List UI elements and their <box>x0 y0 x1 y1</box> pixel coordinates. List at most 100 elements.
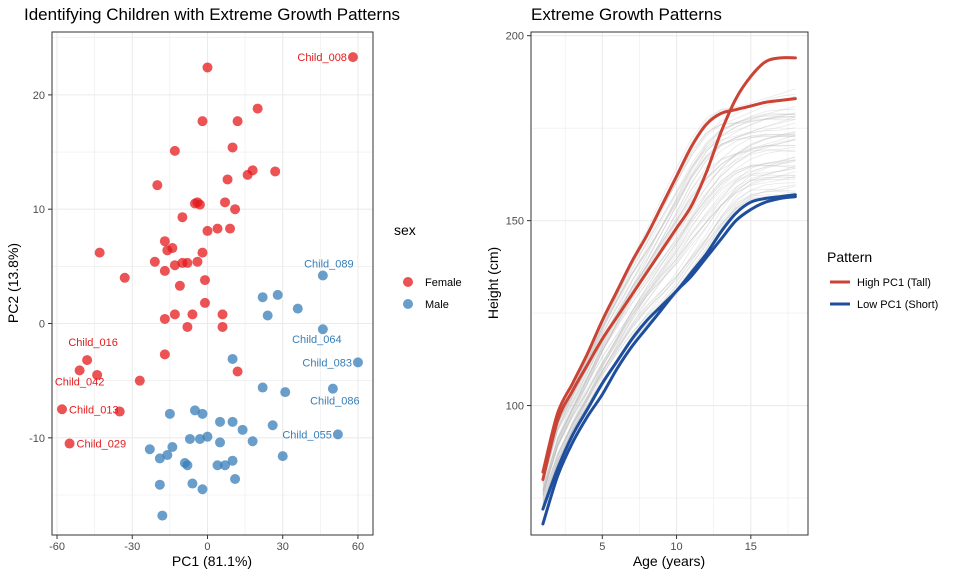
female-point <box>230 204 241 215</box>
female-point <box>167 243 178 254</box>
female-point <box>64 438 75 449</box>
growth-title: Extreme Growth Patterns <box>531 5 722 24</box>
short-legend-label: Low PC1 (Short) <box>857 299 938 311</box>
y-tick-label: 20 <box>33 90 45 102</box>
pca-scatter-panel: Identifying Children with Extreme Growth… <box>5 5 462 569</box>
background-curve <box>542 175 796 497</box>
female-point <box>169 309 180 320</box>
female-point <box>194 199 205 210</box>
female-point <box>217 321 228 332</box>
female-point <box>197 116 208 127</box>
female-point <box>119 272 130 283</box>
male-point <box>189 405 200 416</box>
female-point <box>182 321 193 332</box>
y-tick-label: 10 <box>33 204 45 216</box>
female-point <box>174 280 185 291</box>
background-curve <box>542 131 796 490</box>
female-point <box>192 256 203 267</box>
male-point <box>215 416 226 427</box>
tall-growth-curve <box>541 97 797 474</box>
male-point <box>194 433 205 444</box>
legend-item-short: Low PC1 (Short) <box>830 299 938 311</box>
extreme-growth-curves <box>541 56 797 526</box>
male-point <box>272 289 283 300</box>
x-tick-label: 60 <box>352 541 364 553</box>
female-point <box>114 406 125 417</box>
short-growth-curve <box>541 193 797 511</box>
background-curve <box>542 132 796 491</box>
background-curve <box>542 146 796 482</box>
female-point <box>177 212 188 223</box>
female-point <box>212 223 223 234</box>
sex-legend: sex Female Male <box>394 222 462 311</box>
background-curve <box>542 171 796 499</box>
point-label-child-055: Child_055 <box>282 429 332 441</box>
female-point <box>149 256 160 267</box>
female-point <box>222 174 233 185</box>
point-label-child-029: Child_029 <box>77 439 127 451</box>
female-point <box>74 365 85 376</box>
background-curve <box>542 164 796 490</box>
female-point <box>92 369 103 380</box>
female-point <box>220 197 231 208</box>
legend-item-male: Male <box>403 299 449 311</box>
female-legend-swatch <box>403 277 413 287</box>
background-curve <box>542 118 796 478</box>
female-point <box>169 145 180 156</box>
growth-curves-panel: Extreme Growth Patterns 5 10 15 100 150 200 A… <box>485 5 938 569</box>
male-point <box>154 479 165 490</box>
background-curve <box>542 115 796 480</box>
background-curve <box>542 164 796 495</box>
background-curve <box>542 175 796 510</box>
male-point <box>215 437 226 448</box>
background-curve <box>542 161 796 506</box>
background-curve <box>542 178 796 502</box>
background-curve <box>542 138 796 495</box>
point-label-child-008: Child_008 <box>297 52 347 64</box>
female-point <box>202 62 213 73</box>
male-point <box>292 303 303 314</box>
male-point <box>230 473 241 484</box>
x-tick-label: 10 <box>670 541 682 553</box>
scatter-axis-ticks: -60 -30 0 30 60 -10 0 10 20 <box>29 90 364 553</box>
y-tick-label: -10 <box>29 433 45 445</box>
female-point <box>217 309 228 320</box>
female-point <box>242 169 253 180</box>
female-point <box>159 313 170 324</box>
scatter-point-labels: Child_008 Child_016 Child_042 Child_013 Chil… <box>55 52 360 450</box>
scatter-y-axis-label: PC2 (13.8%) <box>5 243 21 323</box>
sex-legend-title: sex <box>394 222 416 238</box>
growth-y-axis-label: Height (cm) <box>485 247 501 319</box>
background-curve <box>542 139 796 482</box>
female-point <box>232 116 243 127</box>
female-point <box>94 247 105 258</box>
background-curve <box>542 112 796 471</box>
y-tick-label: 200 <box>506 31 524 43</box>
background-curve <box>542 176 796 507</box>
female-legend-label: Female <box>425 277 462 289</box>
male-point <box>327 383 338 394</box>
male-point <box>144 444 155 455</box>
x-tick-label: -30 <box>124 541 140 553</box>
background-curve <box>542 135 796 495</box>
x-tick-label: 5 <box>599 541 605 553</box>
background-curve <box>542 167 796 501</box>
background-curve <box>542 185 796 503</box>
scatter-panel-border <box>51 31 374 536</box>
growth-grid <box>531 32 808 535</box>
background-curve <box>542 191 796 510</box>
female-point <box>227 142 238 153</box>
background-curve <box>542 109 796 480</box>
female-point <box>169 260 180 271</box>
female-point <box>134 375 145 386</box>
male-point <box>227 353 238 364</box>
scatter-plot-area <box>52 32 373 535</box>
female-point <box>82 355 93 366</box>
background-curve <box>542 113 796 482</box>
male-point <box>317 324 328 335</box>
male-point <box>332 429 343 440</box>
scatter-x-axis-label: PC1 (81.1%) <box>172 553 252 569</box>
point-label-child-083: Child_083 <box>302 357 352 369</box>
pattern-legend: Pattern High PC1 (Tall) Low PC1 (Short) <box>827 249 938 311</box>
